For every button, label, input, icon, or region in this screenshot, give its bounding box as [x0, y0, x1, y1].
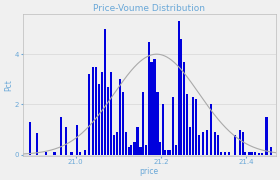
Bar	[239, 130, 241, 155]
Bar	[92, 67, 94, 155]
Bar	[109, 72, 112, 155]
Bar	[159, 142, 161, 155]
Bar	[113, 135, 115, 155]
Bar	[153, 59, 156, 155]
Bar	[244, 152, 246, 155]
Bar	[214, 132, 216, 155]
Bar	[88, 74, 90, 155]
Bar	[258, 154, 260, 155]
X-axis label: price: price	[140, 167, 159, 176]
Bar	[119, 79, 121, 155]
Bar	[125, 132, 127, 155]
Bar	[186, 94, 188, 155]
Bar	[164, 150, 166, 155]
Bar	[234, 135, 236, 155]
Bar	[224, 152, 226, 155]
Bar	[98, 84, 100, 155]
Bar	[157, 92, 158, 155]
Bar	[189, 127, 191, 155]
Bar	[270, 147, 272, 155]
Bar	[198, 135, 200, 155]
Bar	[101, 72, 103, 155]
Bar	[145, 145, 147, 155]
Bar	[251, 152, 253, 155]
Bar	[71, 152, 73, 155]
Bar	[261, 154, 263, 155]
Bar	[130, 145, 132, 155]
Bar	[95, 67, 97, 155]
Bar	[183, 62, 185, 155]
Bar	[76, 125, 78, 155]
Bar	[195, 99, 197, 155]
Bar	[206, 130, 208, 155]
Bar	[220, 152, 222, 155]
Bar	[116, 132, 118, 155]
Bar	[242, 132, 244, 155]
Bar	[265, 117, 267, 155]
Bar	[142, 92, 144, 155]
Y-axis label: Pct: Pct	[4, 79, 13, 91]
Bar	[210, 104, 212, 155]
Bar	[192, 97, 194, 155]
Bar	[134, 142, 136, 155]
Bar	[228, 152, 230, 155]
Bar	[104, 29, 106, 155]
Bar	[107, 87, 109, 155]
Bar	[254, 152, 256, 155]
Bar	[162, 104, 164, 155]
Bar	[29, 122, 31, 155]
Bar	[136, 127, 139, 155]
Bar	[60, 117, 62, 155]
Bar	[65, 127, 67, 155]
Bar	[148, 42, 150, 155]
Bar	[178, 21, 180, 155]
Bar	[36, 133, 38, 155]
Bar	[180, 39, 182, 155]
Bar	[128, 147, 130, 155]
Bar	[167, 150, 169, 155]
Bar	[217, 135, 220, 155]
Bar	[53, 152, 55, 155]
Bar	[45, 152, 47, 155]
Bar	[150, 62, 153, 155]
Bar	[169, 150, 171, 155]
Bar	[248, 152, 251, 155]
Bar	[175, 145, 177, 155]
Bar	[79, 152, 81, 155]
Bar	[172, 97, 174, 155]
Bar	[139, 147, 141, 155]
Bar	[84, 150, 86, 155]
Bar	[202, 132, 204, 155]
Bar	[122, 92, 124, 155]
Title: Price-Voume Distribution: Price-Voume Distribution	[93, 4, 205, 13]
